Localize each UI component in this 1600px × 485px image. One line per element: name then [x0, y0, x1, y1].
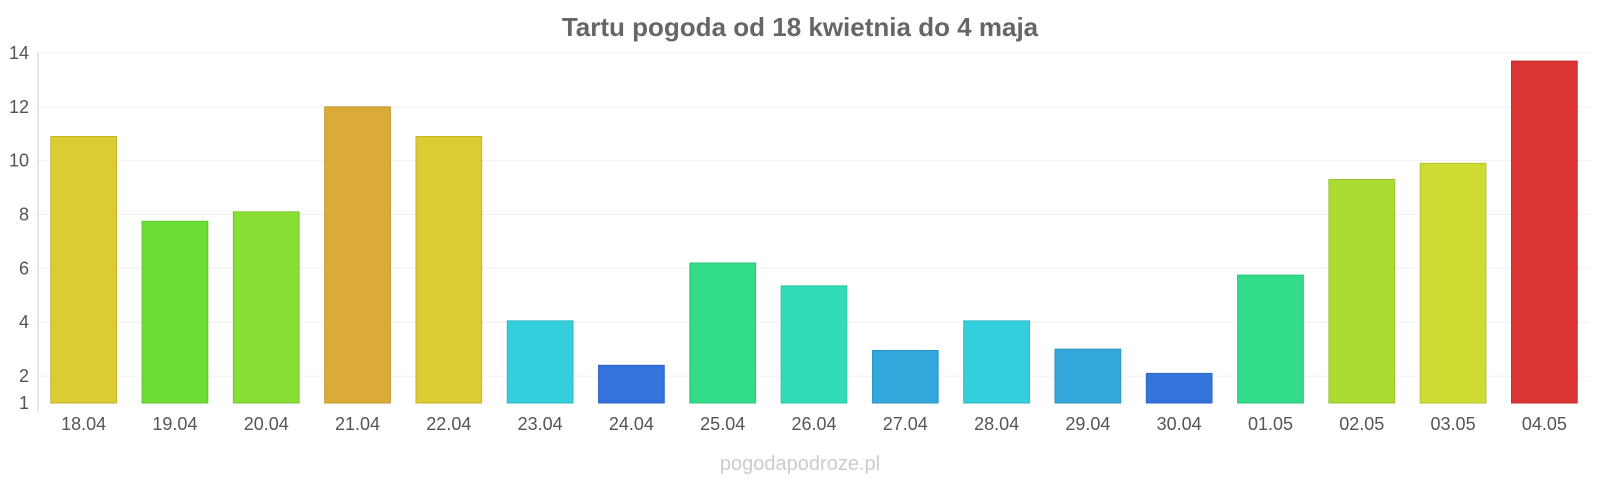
x-tick-label: 19.04: [152, 414, 197, 434]
x-tick-label: 27.04: [883, 414, 928, 434]
y-tick-label: 1: [19, 393, 29, 413]
bar-22.04: [415, 135, 483, 404]
x-tick-label: 20.04: [244, 414, 289, 434]
bar-18.04: [50, 135, 118, 404]
y-tick-label: 12: [9, 97, 29, 117]
bar-21.04: [324, 106, 391, 404]
bar-02.05: [1328, 179, 1396, 404]
y-tick-label: 14: [9, 43, 29, 63]
x-tick-label: 01.05: [1248, 414, 1293, 434]
y-tick-label: 4: [19, 312, 29, 332]
bars: [50, 60, 1578, 404]
x-tick-label: 02.05: [1339, 414, 1384, 434]
x-tick-label: 24.04: [609, 414, 654, 434]
bar-25.04: [689, 262, 757, 404]
x-tick-label: 03.05: [1431, 414, 1476, 434]
x-axis-ticks: 18.04 19.04 20.04 21.04 22.04 23.04 24.04 25.04…: [61, 414, 1567, 434]
bar-20.04: [232, 211, 300, 404]
x-tick-label: 18.04: [61, 414, 106, 434]
x-tick-label: 28.04: [974, 414, 1019, 434]
x-tick-label: 21.04: [335, 414, 380, 434]
watermark: pogodapodroze.pl: [720, 453, 880, 475]
bar-23.04: [506, 320, 574, 404]
x-tick-label: 04.05: [1522, 414, 1567, 434]
y-tick-label: 2: [19, 366, 29, 386]
bar-27.04: [871, 350, 939, 404]
bar-04.05: [1510, 60, 1578, 404]
bar-28.04: [963, 320, 1030, 404]
y-tick-label: 8: [19, 205, 29, 225]
chart-title: Tartu pogoda od 18 kwietnia do 4 maja: [562, 12, 1039, 42]
bar-24.04: [598, 364, 665, 404]
bar-01.05: [1237, 274, 1304, 404]
x-tick-label: 22.04: [426, 414, 471, 434]
y-tick-label: 6: [19, 258, 29, 278]
bar-03.05: [1419, 162, 1487, 404]
bar-26.04: [780, 285, 848, 404]
x-tick-label: 23.04: [518, 414, 563, 434]
x-tick-label: 29.04: [1065, 414, 1110, 434]
bar-30.04: [1145, 372, 1213, 404]
bar-29.04: [1054, 348, 1122, 404]
x-tick-label: 25.04: [700, 414, 745, 434]
y-tick-label: 10: [9, 151, 29, 171]
bar-19.04: [141, 220, 209, 404]
x-tick-label: 30.04: [1157, 414, 1202, 434]
x-tick-label: 26.04: [791, 414, 836, 434]
